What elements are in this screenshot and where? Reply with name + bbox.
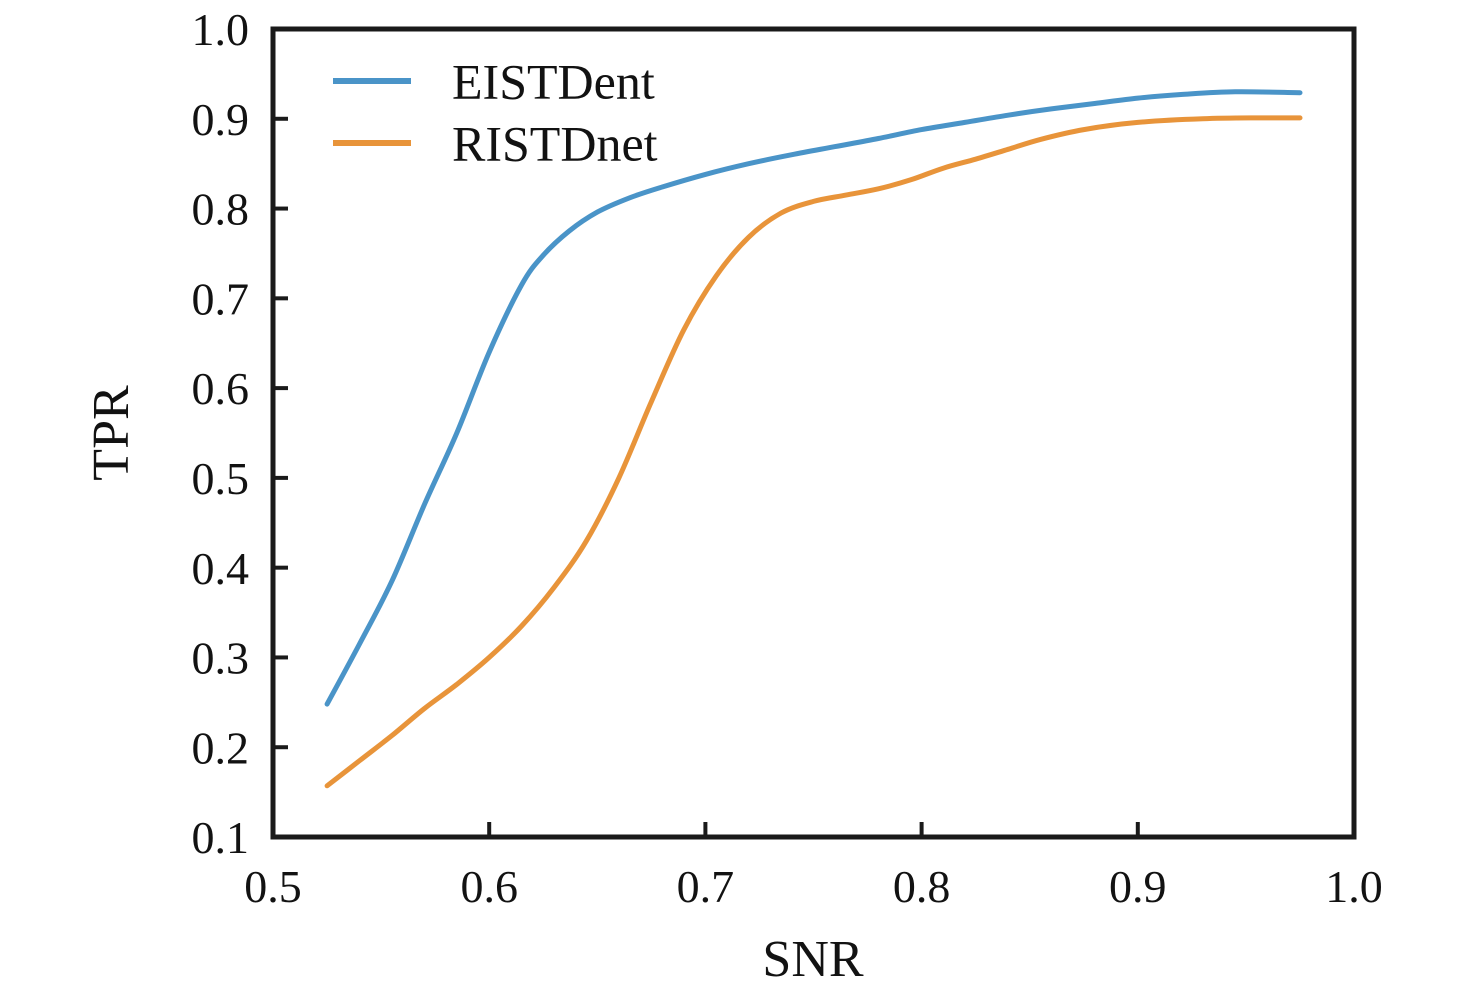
x-tick-label: 0.8 [893,861,951,912]
y-tick-label: 0.1 [192,812,250,863]
y-tick-label: 0.2 [192,722,250,773]
y-tick-label: 0.3 [192,633,250,684]
y-tick-label: 1.0 [192,4,250,55]
legend-label-ristdnet: RISTDnet [452,116,658,172]
legend-label-eistdent: EISTDent [452,54,655,110]
y-axis-label: TPR [83,385,140,481]
x-tick-label: 0.6 [460,861,518,912]
y-tick-label: 0.4 [192,543,250,594]
curve-eistdent [324,89,1303,707]
series-curves [324,89,1303,789]
tick-labels: 0.5 0.6 0.7 0.8 0.9 1.0 0.1 0.2 0.3 0.4 0.5 0.6 0.7 0… [192,4,1383,912]
curve-ristdnet [324,115,1303,789]
x-axis-label: SNR [762,931,863,988]
axis-ticks [273,116,1140,837]
x-tick-label: 0.9 [1109,861,1167,912]
y-tick-label: 0.5 [192,453,250,504]
y-tick-label: 0.7 [192,273,250,324]
x-tick-label: 1.0 [1325,861,1383,912]
y-tick-label: 0.6 [192,363,250,414]
y-tick-label: 0.8 [192,184,250,235]
legend: EISTDent RISTDnet [333,54,658,172]
y-tick-label: 0.9 [192,94,250,145]
x-tick-label: 0.7 [677,861,735,912]
plot-frame [270,26,1357,840]
x-tick-label: 0.5 [244,861,302,912]
